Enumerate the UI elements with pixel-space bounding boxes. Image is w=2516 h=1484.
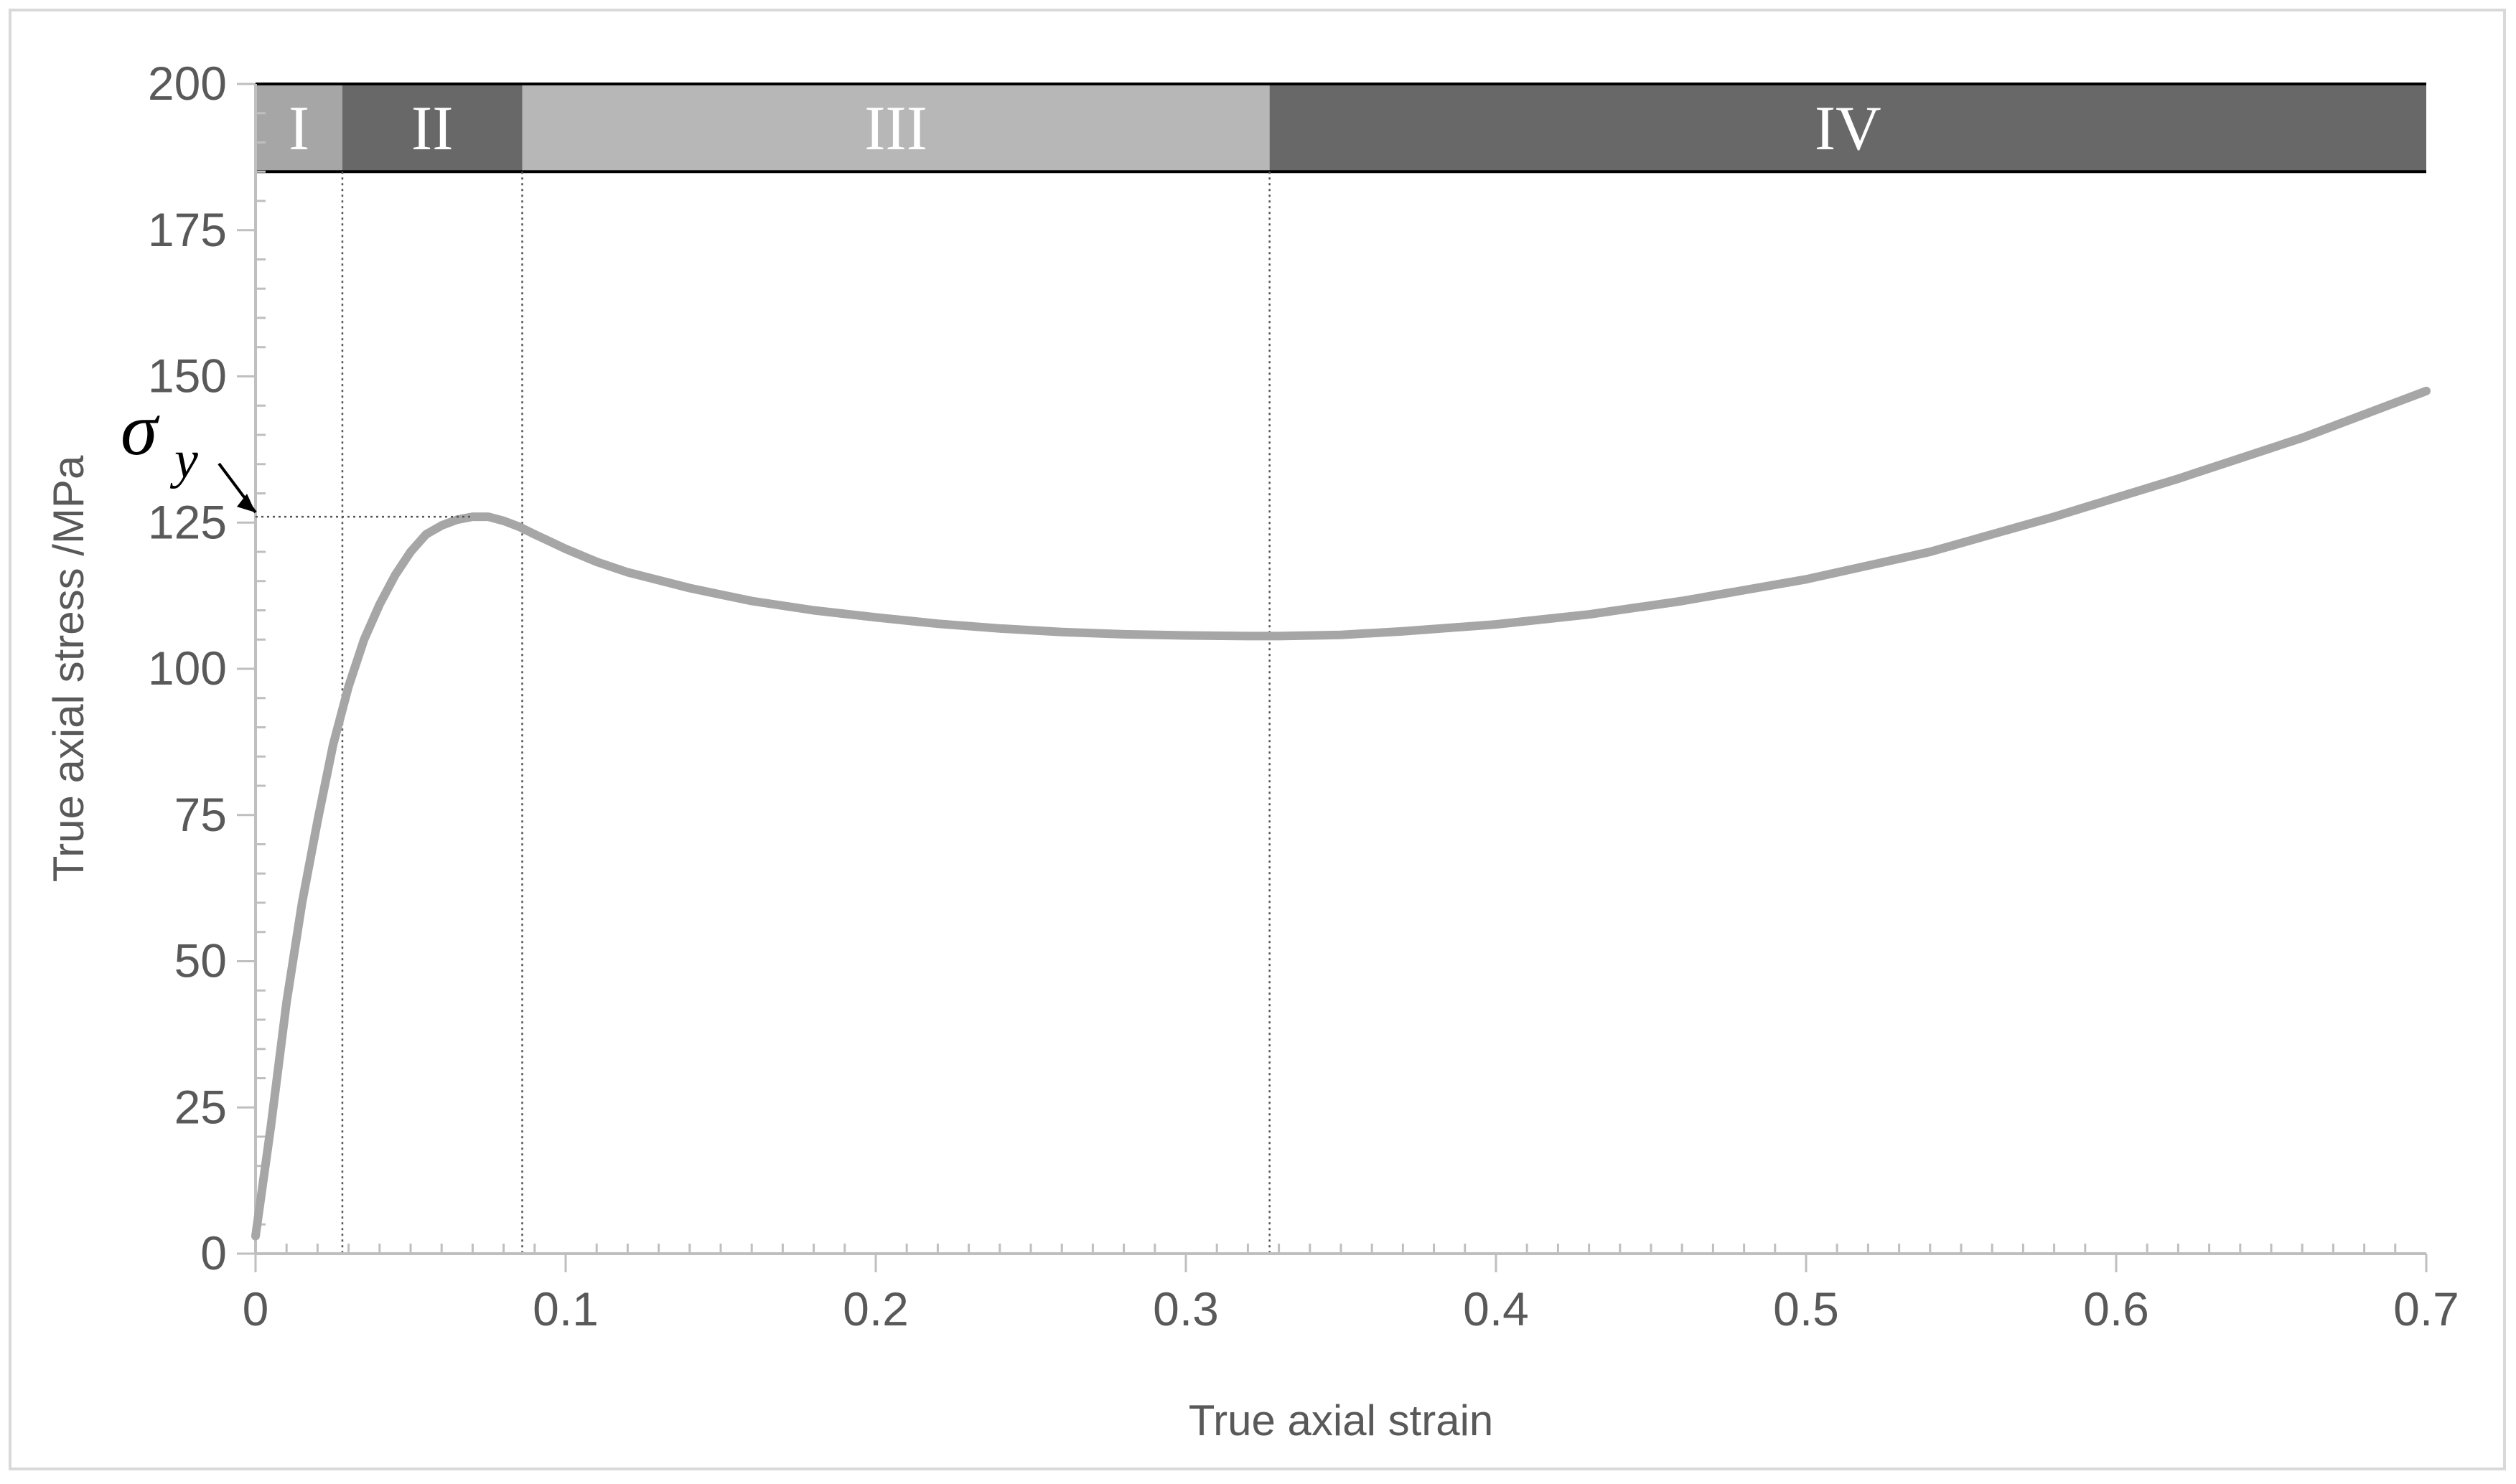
region-label-IV: IV bbox=[1815, 94, 1881, 164]
y-tick-label: 100 bbox=[148, 642, 227, 695]
region-band-IV bbox=[1269, 84, 2426, 172]
region-band-I bbox=[256, 84, 342, 172]
region-bands: I II III IV bbox=[256, 83, 2426, 174]
x-tick-label: 0.4 bbox=[1463, 1282, 1529, 1335]
x-tick-label: 0.6 bbox=[2083, 1282, 2149, 1335]
region-band-II bbox=[342, 84, 523, 172]
x-tick-label: 0.7 bbox=[2393, 1282, 2459, 1335]
region-band-III bbox=[522, 84, 1270, 172]
y-axis-label: True axial stress /MPa bbox=[45, 455, 93, 882]
axis-labels: True axial strain True axial stress /MPa bbox=[45, 455, 1493, 1445]
x-tick-label: 0.2 bbox=[843, 1282, 909, 1335]
yield-subscript-label: y bbox=[169, 431, 198, 489]
yield-sigma-label: σ bbox=[121, 388, 160, 471]
yield-arrow-head bbox=[237, 494, 256, 513]
y-tick-label: 175 bbox=[148, 203, 227, 256]
x-tick-label: 0.5 bbox=[1773, 1282, 1839, 1335]
y-tick-label: 200 bbox=[148, 57, 227, 110]
series-layer bbox=[251, 386, 2431, 1241]
y-tick-label: 125 bbox=[148, 495, 227, 548]
region-label-I: I bbox=[289, 94, 309, 164]
y-tick-label: 75 bbox=[174, 788, 227, 841]
region-label-III: III bbox=[864, 94, 927, 164]
figure-border bbox=[9, 9, 2506, 1470]
axes: 0 25 50 75 100 125 150 175 200 0 0.1 0.2 0.3 0.4 0.5 0.… bbox=[148, 57, 2459, 1335]
x-tick-label: 0.3 bbox=[1153, 1282, 1219, 1335]
x-tick-label: 0 bbox=[243, 1282, 269, 1335]
x-tick-label: 0.1 bbox=[533, 1282, 599, 1335]
y-tick-label: 0 bbox=[200, 1226, 227, 1279]
y-tick-label: 25 bbox=[174, 1080, 227, 1133]
x-axis-label: True axial strain bbox=[1189, 1396, 1494, 1445]
region-label-II: II bbox=[411, 94, 454, 164]
series-line-1 bbox=[251, 386, 2431, 1241]
y-tick-label: 50 bbox=[174, 934, 227, 987]
y-tick-label: 150 bbox=[148, 349, 227, 403]
